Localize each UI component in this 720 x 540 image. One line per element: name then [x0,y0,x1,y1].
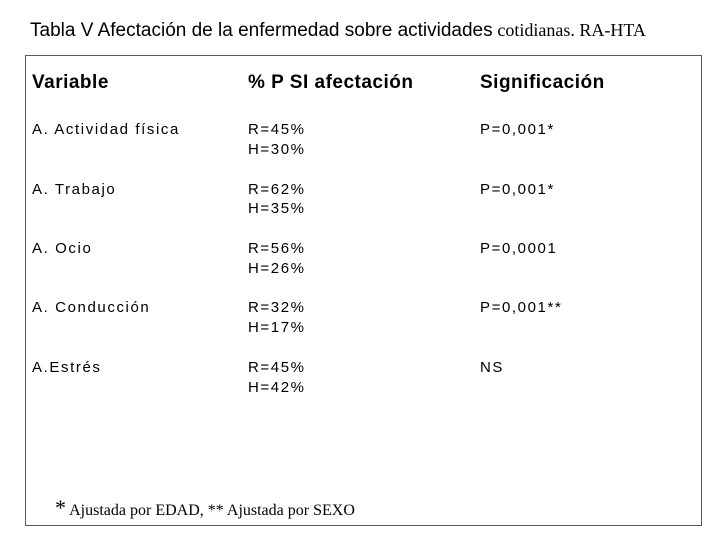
row-2-r: R=62% [248,181,306,198]
row-4-h: H=17% [248,319,306,336]
row-1-variable: A. Actividad física [32,121,180,138]
footnote-text: Ajustada por EDAD, ** Ajustada por SEXO [69,502,355,519]
row-1-h: H=30% [248,141,306,158]
footnote-star: * [55,495,66,520]
header-percent: % P SI afectación [248,72,414,93]
row-2-h: H=35% [248,200,306,217]
header-significance: Significación [480,72,605,93]
header-variable: Variable [32,72,109,93]
row-5-variable: A.Estrés [32,359,102,376]
row-2-significance: P=0,001* [480,181,555,198]
row-4-variable: A. Conducción [32,299,151,316]
row-1-significance: P=0,001* [480,121,555,138]
table-title: Tabla V Afectación de la enfermedad sobr… [30,20,646,42]
row-5-significance: NS [480,359,505,376]
row-5-h: H=42% [248,379,306,396]
row-4-r: R=32% [248,299,306,316]
row-4-significance: P=0,001** [480,299,563,316]
title-suffix: cotidianas. RA-HTA [497,20,646,40]
row-5-r: R=45% [248,359,306,376]
row-3-h: H=26% [248,260,306,277]
row-2-variable: A. Trabajo [32,181,117,198]
row-3-significance: P=0,0001 [480,240,558,257]
row-3-variable: A. Ocio [32,240,93,257]
table-frame [25,55,702,526]
footnote: * Ajustada por EDAD, ** Ajustada por SEX… [55,495,355,521]
row-3-r: R=56% [248,240,306,257]
title-main: Tabla V Afectación de la enfermedad sobr… [30,20,493,41]
row-1-r: R=45% [248,121,306,138]
